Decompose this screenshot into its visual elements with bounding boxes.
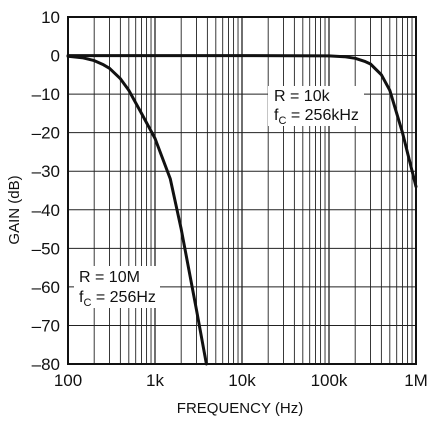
annotation-r-10k-fc-value: = 256kHz	[286, 107, 358, 124]
annotation-r-10m-line1: R = 10M	[79, 269, 140, 286]
y-tick-label: –60	[32, 278, 60, 297]
tick-labels: 100 1k 10k 100k 1M100–10–20–30–40–50–60–70–8…	[32, 8, 428, 390]
y-tick-label: –80	[32, 355, 60, 374]
annotation-r-10m: R = 10M fC = 256Hz	[74, 266, 160, 309]
grid	[68, 17, 416, 364]
y-tick-label: 0	[51, 47, 60, 66]
x-tick-label: 1k	[146, 371, 164, 390]
plot-frame	[67, 16, 417, 365]
y-tick-label: –20	[32, 124, 60, 143]
y-tick-label: –50	[32, 239, 60, 258]
svg-text:fC = 256Hz: fC = 256Hz	[79, 289, 156, 309]
y-tick-label: –10	[32, 85, 60, 104]
svg-text:R = 10M: R = 10M	[79, 269, 140, 286]
annotation-r-10k: R = 10k fC = 256kHz	[268, 86, 364, 127]
annotation-r-10m-fc-sub: C	[83, 297, 91, 309]
y-tick-label: –70	[32, 316, 60, 335]
x-tick-label: 100k	[311, 371, 348, 390]
x-axis-label: FREQUENCY (Hz)	[177, 400, 303, 417]
series-line-1	[66, 54, 208, 366]
annotation-r-10m-fc-value: = 256Hz	[91, 289, 155, 306]
annotation-r-10m-fc-prefix: f	[79, 289, 84, 306]
svg-text:R = 10k: R = 10k	[274, 88, 331, 105]
y-tick-label: –30	[32, 162, 60, 181]
series-line-2	[66, 54, 418, 189]
x-tick-label: 1M	[404, 371, 428, 390]
y-tick-label: 10	[41, 8, 60, 27]
series-layer	[66, 54, 418, 366]
y-axis-label: GAIN (dB)	[6, 175, 23, 244]
annotation-r-10k-fc-sub: C	[278, 115, 286, 127]
x-tick-label: 10k	[228, 371, 256, 390]
y-tick-label: –40	[32, 201, 60, 220]
annotation-r-10k-line1: R = 10k	[274, 88, 331, 105]
annotation-r-10k-fc-prefix: f	[274, 107, 279, 124]
svg-text:fC = 256kHz: fC = 256kHz	[274, 107, 359, 127]
x-tick-label: 100	[54, 371, 82, 390]
